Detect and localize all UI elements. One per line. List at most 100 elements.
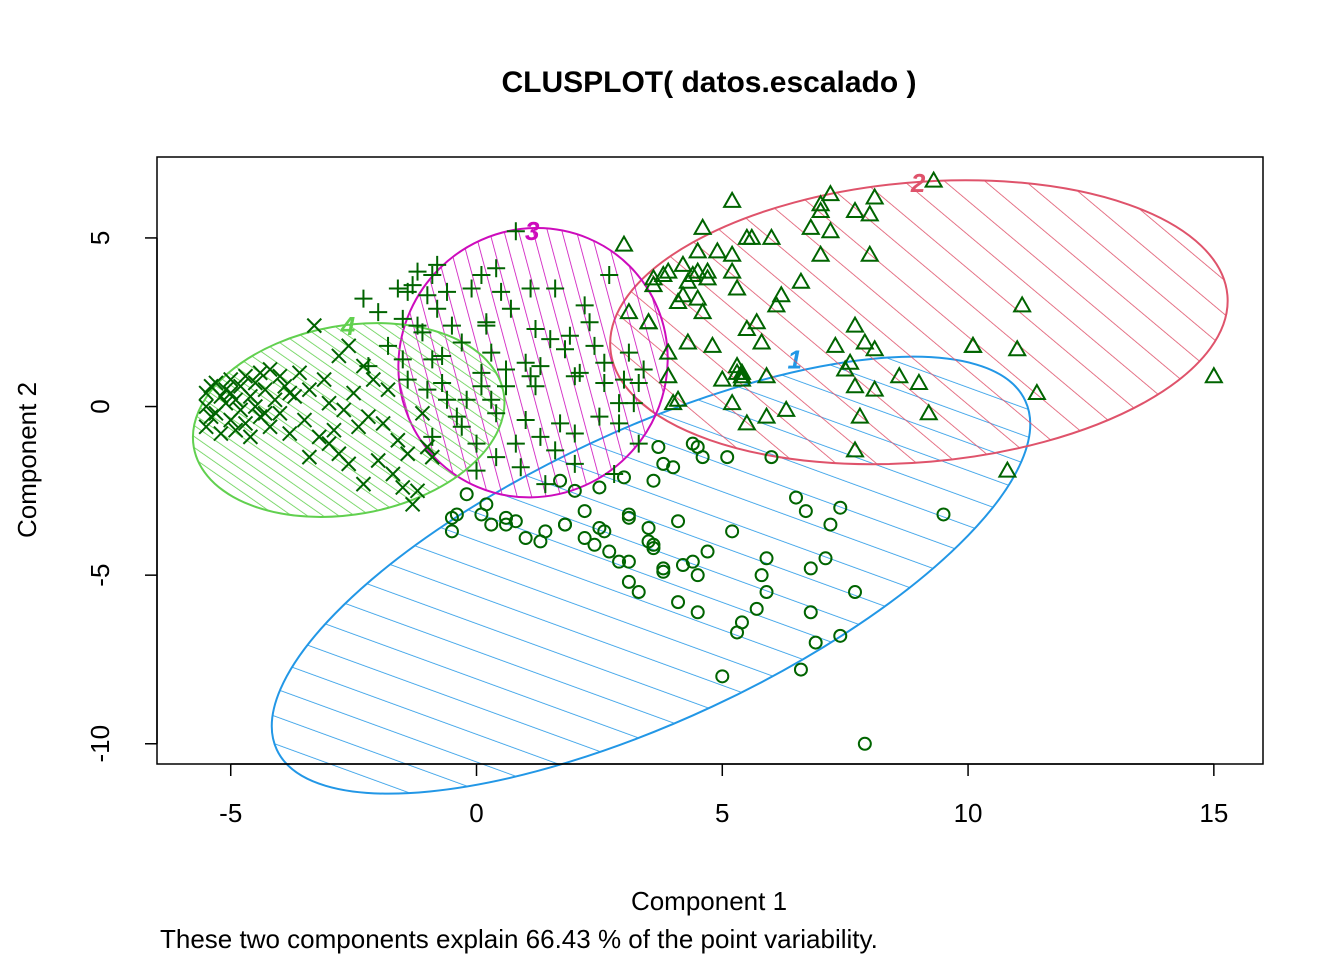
cluster-2-point: [776, 399, 796, 417]
cluster-3-point: [403, 276, 422, 295]
cluster-3-point: [600, 266, 619, 285]
cluster-2-point: [702, 335, 723, 353]
points-layer: [198, 170, 1224, 751]
cluster-2-point: [845, 200, 865, 218]
cluster-4-point: [375, 415, 391, 432]
cluster-1-point: [646, 473, 661, 488]
y-axis: 5 0 -5 -10: [85, 231, 158, 763]
cluster-3-point: [521, 279, 540, 298]
cluster-4-point: [414, 405, 431, 421]
cluster-3-point: [447, 407, 466, 426]
cluster-4-point: [321, 395, 337, 411]
cluster-4-point: [404, 496, 421, 513]
cluster-3-point: [487, 404, 506, 423]
cluster-3-point: [614, 370, 633, 389]
cluster-4-point: [296, 412, 313, 428]
cluster-2-point: [909, 372, 929, 390]
cluster-1-point: [695, 450, 710, 465]
cluster-3-point: [379, 336, 398, 355]
x-axis-label: Component 1: [631, 886, 787, 916]
cluster-3-point: [531, 427, 550, 446]
cluster-1-point: [577, 531, 592, 546]
cluster-4-point: [316, 371, 332, 388]
cluster-4-point: [198, 419, 214, 435]
cluster-1-point: [803, 561, 818, 576]
cluster-3-point: [472, 377, 491, 396]
cluster-2-point: [663, 393, 683, 411]
x-tick-label: 10: [954, 798, 983, 828]
cluster-3-point: [516, 353, 535, 372]
cluster-3-point: [551, 414, 570, 433]
cluster-2-point: [614, 234, 634, 252]
cluster-3-point: [575, 296, 594, 315]
cluster-3-point: [595, 373, 614, 392]
cluster-4-point: [232, 402, 249, 418]
cluster-3-point: [565, 367, 584, 386]
cluster-4-point: [282, 425, 298, 442]
cluster-1-point: [798, 504, 813, 519]
cluster-2-point: [712, 369, 733, 387]
cluster-4-point: [227, 422, 244, 438]
cluster-2-point: [737, 413, 757, 431]
cluster-3-point: [433, 346, 452, 365]
cluster-4-point: [262, 419, 278, 435]
cluster-1-point: [725, 524, 740, 539]
cluster-2-point: [761, 227, 782, 245]
cluster-2-point: [722, 393, 742, 411]
cluster-2-point: [850, 406, 870, 424]
cluster-1-point: [734, 615, 749, 630]
cluster-2-point: [658, 342, 678, 360]
cluster-1-point: [759, 551, 774, 566]
cluster-1-point: [518, 531, 533, 546]
cluster-1-point: [621, 510, 636, 525]
x-tick-label: 0: [469, 798, 483, 828]
y-tick-label: 5: [85, 231, 115, 245]
cluster-4-point: [355, 476, 372, 492]
cluster-3-point: [452, 417, 471, 436]
cluster-1-point: [833, 500, 848, 515]
cluster-2-point: [840, 352, 860, 370]
cluster-2-point: [820, 184, 841, 202]
cluster-4-point: [345, 385, 362, 401]
cluster-2-point: [687, 261, 708, 279]
chart-title: CLUSPLOT( datos.escalado ): [501, 66, 916, 99]
variability-note: These two components explain 66.43 % of …: [160, 924, 878, 954]
cluster-2-point: [687, 241, 708, 259]
cluster-1-point: [479, 497, 494, 512]
cluster-4-point: [340, 338, 357, 354]
cluster-1-point: [616, 470, 631, 485]
cluster-1-point: [621, 574, 636, 589]
cluster-4-point: [213, 425, 229, 442]
cluster-1-point: [700, 544, 715, 559]
cluster-3-point: [521, 367, 540, 386]
cluster-1-point: [789, 490, 804, 505]
cluster-2-point: [889, 366, 909, 384]
cluster-1-point: [621, 554, 636, 569]
cluster-2-point: [746, 312, 767, 330]
cluster-1-point: [592, 480, 607, 495]
cluster-4-point: [242, 429, 259, 445]
cluster-2-point: [923, 170, 944, 188]
cluster-3-point: [560, 326, 579, 345]
cluster-3-point: [497, 360, 516, 379]
cluster-2-point: [860, 244, 880, 262]
cluster-4-point: [311, 429, 327, 445]
cluster-4-point: [301, 449, 318, 465]
cluster-3-point: [570, 363, 589, 382]
cluster-3-point: [526, 377, 545, 396]
cluster-2-point: [619, 302, 639, 320]
cluster-2-point: [692, 217, 713, 235]
cluster-4-point: [237, 368, 254, 384]
cluster-4-point: [395, 479, 411, 496]
cluster-3-point: [452, 333, 471, 352]
cluster-2-point: [673, 254, 693, 272]
y-tick-label: -5: [85, 564, 115, 587]
cluster-3-point: [629, 373, 648, 392]
cluster-2-point: [751, 332, 772, 350]
cluster-1-point: [484, 517, 499, 532]
cluster-3-point: [536, 475, 555, 494]
cluster-1-point: [508, 514, 523, 529]
cluster-3-point: [408, 262, 427, 281]
x-tick-label: 15: [1199, 798, 1228, 828]
cluster-4-point: [223, 385, 239, 401]
